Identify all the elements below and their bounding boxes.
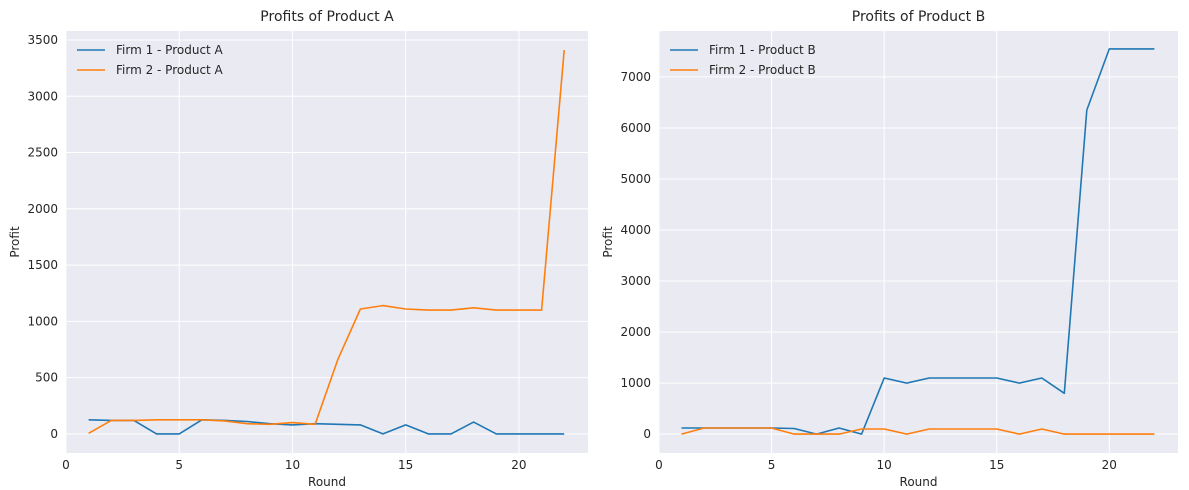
- y-axis-label: Profit: [8, 226, 22, 258]
- x-axis-label: Round: [900, 475, 938, 489]
- chart-title: Profits of Product A: [260, 9, 394, 25]
- y-tick-label: 2000: [27, 202, 58, 216]
- legend-label: Firm 2 - Product A: [116, 63, 224, 77]
- legend: Firm 1 - Product A Firm 2 - Product A: [77, 43, 224, 77]
- y-tick-label: 0: [643, 427, 651, 441]
- chart-panel-product-a: Profits of Product A Round Profit 0 5 10 15…: [8, 9, 588, 489]
- legend-label: Firm 1 - Product A: [116, 43, 224, 57]
- y-tick-label: 2000: [620, 325, 651, 339]
- legend: Firm 1 - Product B Firm 2 - Product B: [670, 43, 816, 77]
- x-tick-label: 0: [655, 458, 663, 472]
- x-tick-label: 10: [285, 458, 300, 472]
- chart-panel-product-b: Profits of Product B Round Profit 0 5 10 15…: [601, 9, 1178, 489]
- x-tick-label: 15: [989, 458, 1004, 472]
- x-tick-label: 0: [62, 458, 70, 472]
- x-axis-label: Round: [308, 475, 346, 489]
- y-axis-label: Profit: [601, 226, 615, 258]
- y-tick-label: 1000: [620, 376, 651, 390]
- legend-label: Firm 1 - Product B: [709, 43, 816, 57]
- y-tick-label: 0: [50, 427, 58, 441]
- chart-title: Profits of Product B: [852, 9, 985, 25]
- y-tick-label: 2500: [27, 146, 58, 160]
- legend-label: Firm 2 - Product B: [709, 63, 816, 77]
- y-tick-label: 6000: [620, 121, 651, 135]
- x-tick-label: 5: [768, 458, 776, 472]
- series-line-2: [88, 50, 565, 434]
- y-tick-label: 1500: [27, 258, 58, 272]
- y-tick-label: 3000: [27, 89, 58, 103]
- y-tick-label: 500: [35, 371, 58, 385]
- y-tick-label: 1000: [27, 314, 58, 328]
- grid: [65, 31, 588, 453]
- series-line-2: [681, 427, 1155, 435]
- y-tick-label: 7000: [620, 70, 651, 84]
- plot-area: [66, 31, 588, 453]
- x-tick-label: 5: [175, 458, 183, 472]
- plot-area: [659, 31, 1178, 453]
- x-tick-label: 20: [511, 458, 526, 472]
- y-tick-label: 3000: [620, 274, 651, 288]
- y-tick-label: 3500: [27, 33, 58, 47]
- grid: [658, 31, 1178, 453]
- x-tick-label: 20: [1102, 458, 1117, 472]
- x-tick-label: 10: [877, 458, 892, 472]
- y-tick-label: 4000: [620, 223, 651, 237]
- x-tick-label: 15: [398, 458, 413, 472]
- series-line-1: [88, 418, 565, 435]
- y-tick-label: 5000: [620, 172, 651, 186]
